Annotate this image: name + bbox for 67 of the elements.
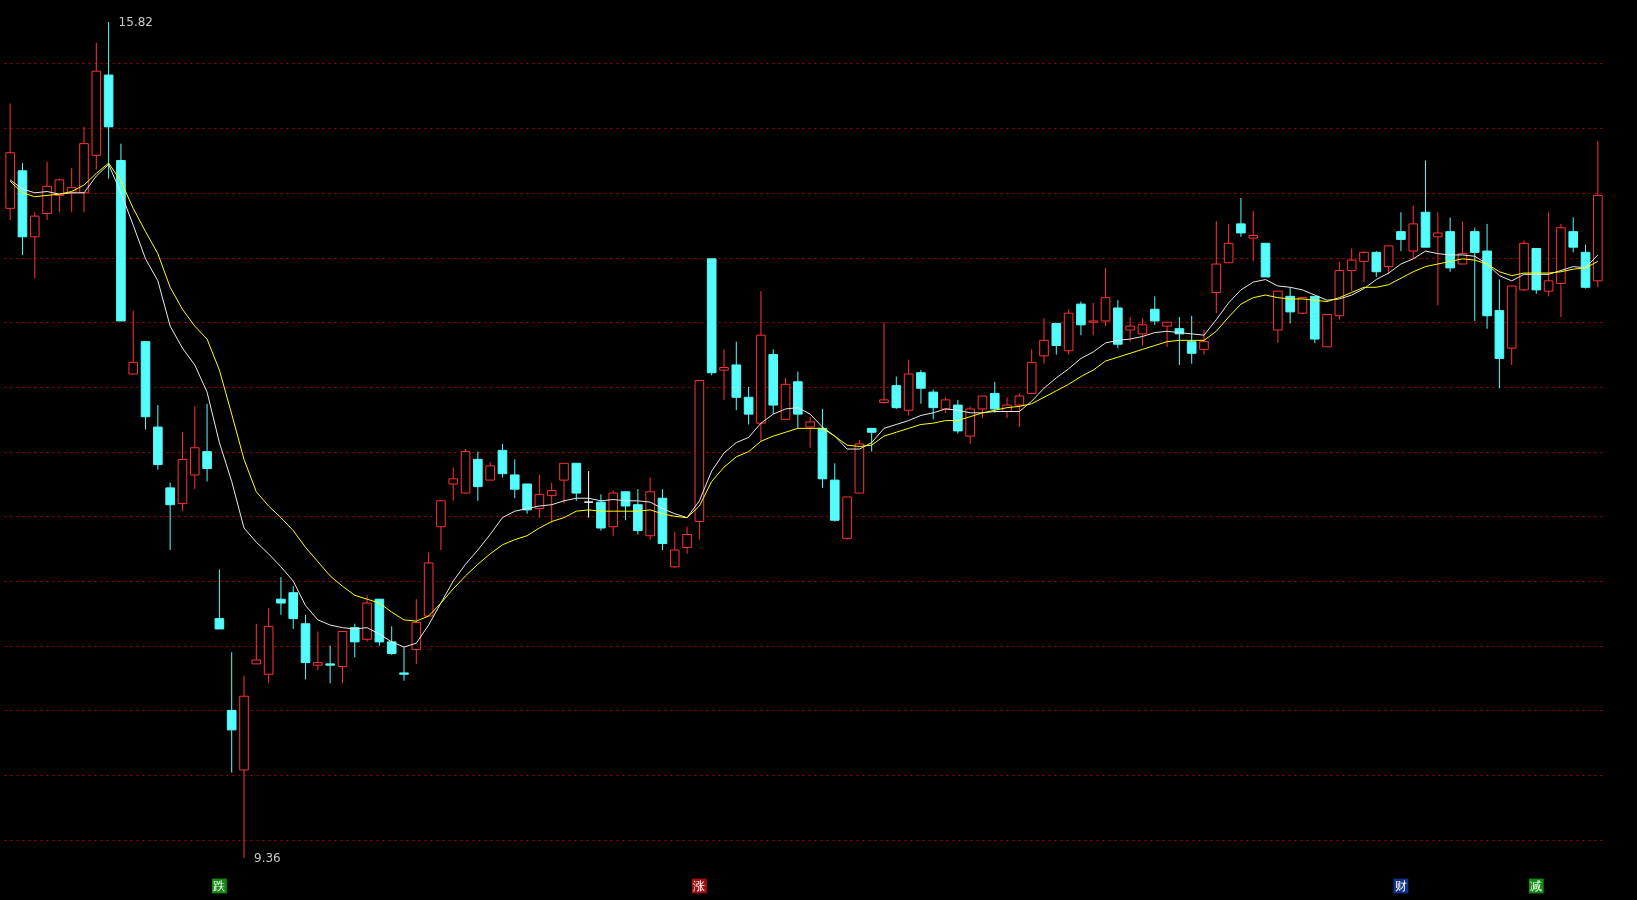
candlestick bbox=[977, 395, 988, 419]
candlestick bbox=[1248, 210, 1259, 262]
candlestick bbox=[54, 178, 65, 213]
annotation: 15.82 bbox=[118, 15, 153, 29]
candlestick bbox=[1543, 211, 1554, 297]
candlestick bbox=[1174, 316, 1185, 366]
candlestick bbox=[891, 376, 902, 410]
candlestick bbox=[989, 381, 1000, 414]
candlestick bbox=[1433, 211, 1443, 306]
candlestick bbox=[1186, 315, 1197, 365]
candlestick bbox=[1039, 317, 1049, 365]
candlestick bbox=[276, 576, 286, 616]
candlestick bbox=[448, 466, 459, 502]
candlestick bbox=[313, 631, 323, 671]
candlestick bbox=[29, 211, 40, 279]
text: 涨 bbox=[693, 879, 706, 893]
text: 减 bbox=[1530, 879, 1543, 893]
annotation: 9.36 bbox=[254, 851, 281, 865]
candlestick bbox=[251, 623, 262, 665]
candlestick bbox=[485, 461, 495, 481]
candlestick bbox=[349, 623, 360, 658]
candlestick bbox=[399, 646, 409, 682]
candlestick bbox=[1371, 250, 1382, 278]
candlestick bbox=[1568, 216, 1579, 253]
candlestick bbox=[1396, 211, 1406, 252]
candlestick bbox=[1051, 323, 1062, 356]
text: 财 bbox=[1394, 879, 1407, 893]
candlestick bbox=[1469, 227, 1480, 322]
candlestick bbox=[497, 443, 508, 479]
candlestick bbox=[1285, 286, 1295, 325]
candlestick bbox=[1149, 295, 1160, 326]
candlestick bbox=[559, 462, 569, 504]
candlestick bbox=[805, 416, 815, 449]
candlestick bbox=[1125, 316, 1135, 343]
candlestick bbox=[325, 645, 335, 684]
candlestick bbox=[226, 651, 237, 774]
candlestick bbox=[620, 491, 631, 521]
candlestick bbox=[719, 348, 729, 401]
candlestick bbox=[669, 531, 680, 569]
candlestick bbox=[1223, 223, 1234, 264]
candlestick bbox=[534, 474, 545, 519]
candlestick bbox=[879, 321, 889, 405]
candlestick bbox=[202, 403, 212, 482]
candlestick bbox=[916, 369, 926, 405]
candlestick bbox=[682, 526, 692, 555]
candlestick bbox=[1383, 245, 1394, 275]
candlestick bbox=[386, 625, 397, 656]
candlestick bbox=[1100, 267, 1111, 327]
candlestick bbox=[1088, 302, 1099, 336]
candlestick bbox=[583, 470, 594, 519]
candlestick bbox=[1137, 317, 1148, 347]
candlestick bbox=[928, 389, 939, 420]
text: 跌 bbox=[213, 879, 226, 893]
candlestick bbox=[866, 427, 877, 453]
candlestick bbox=[1359, 250, 1369, 283]
candlestick bbox=[1199, 329, 1209, 356]
candlestick bbox=[128, 310, 139, 375]
candlestick bbox=[546, 482, 557, 524]
candlestick bbox=[509, 458, 520, 499]
candlestick bbox=[1014, 392, 1025, 428]
candlestick bbox=[743, 386, 754, 425]
candlestick bbox=[214, 568, 225, 630]
candlestick bbox=[1236, 197, 1246, 238]
candlestick bbox=[1162, 321, 1172, 348]
candlestick bbox=[1076, 301, 1086, 336]
candlestick bbox=[1346, 247, 1357, 292]
candlestick bbox=[165, 482, 175, 551]
